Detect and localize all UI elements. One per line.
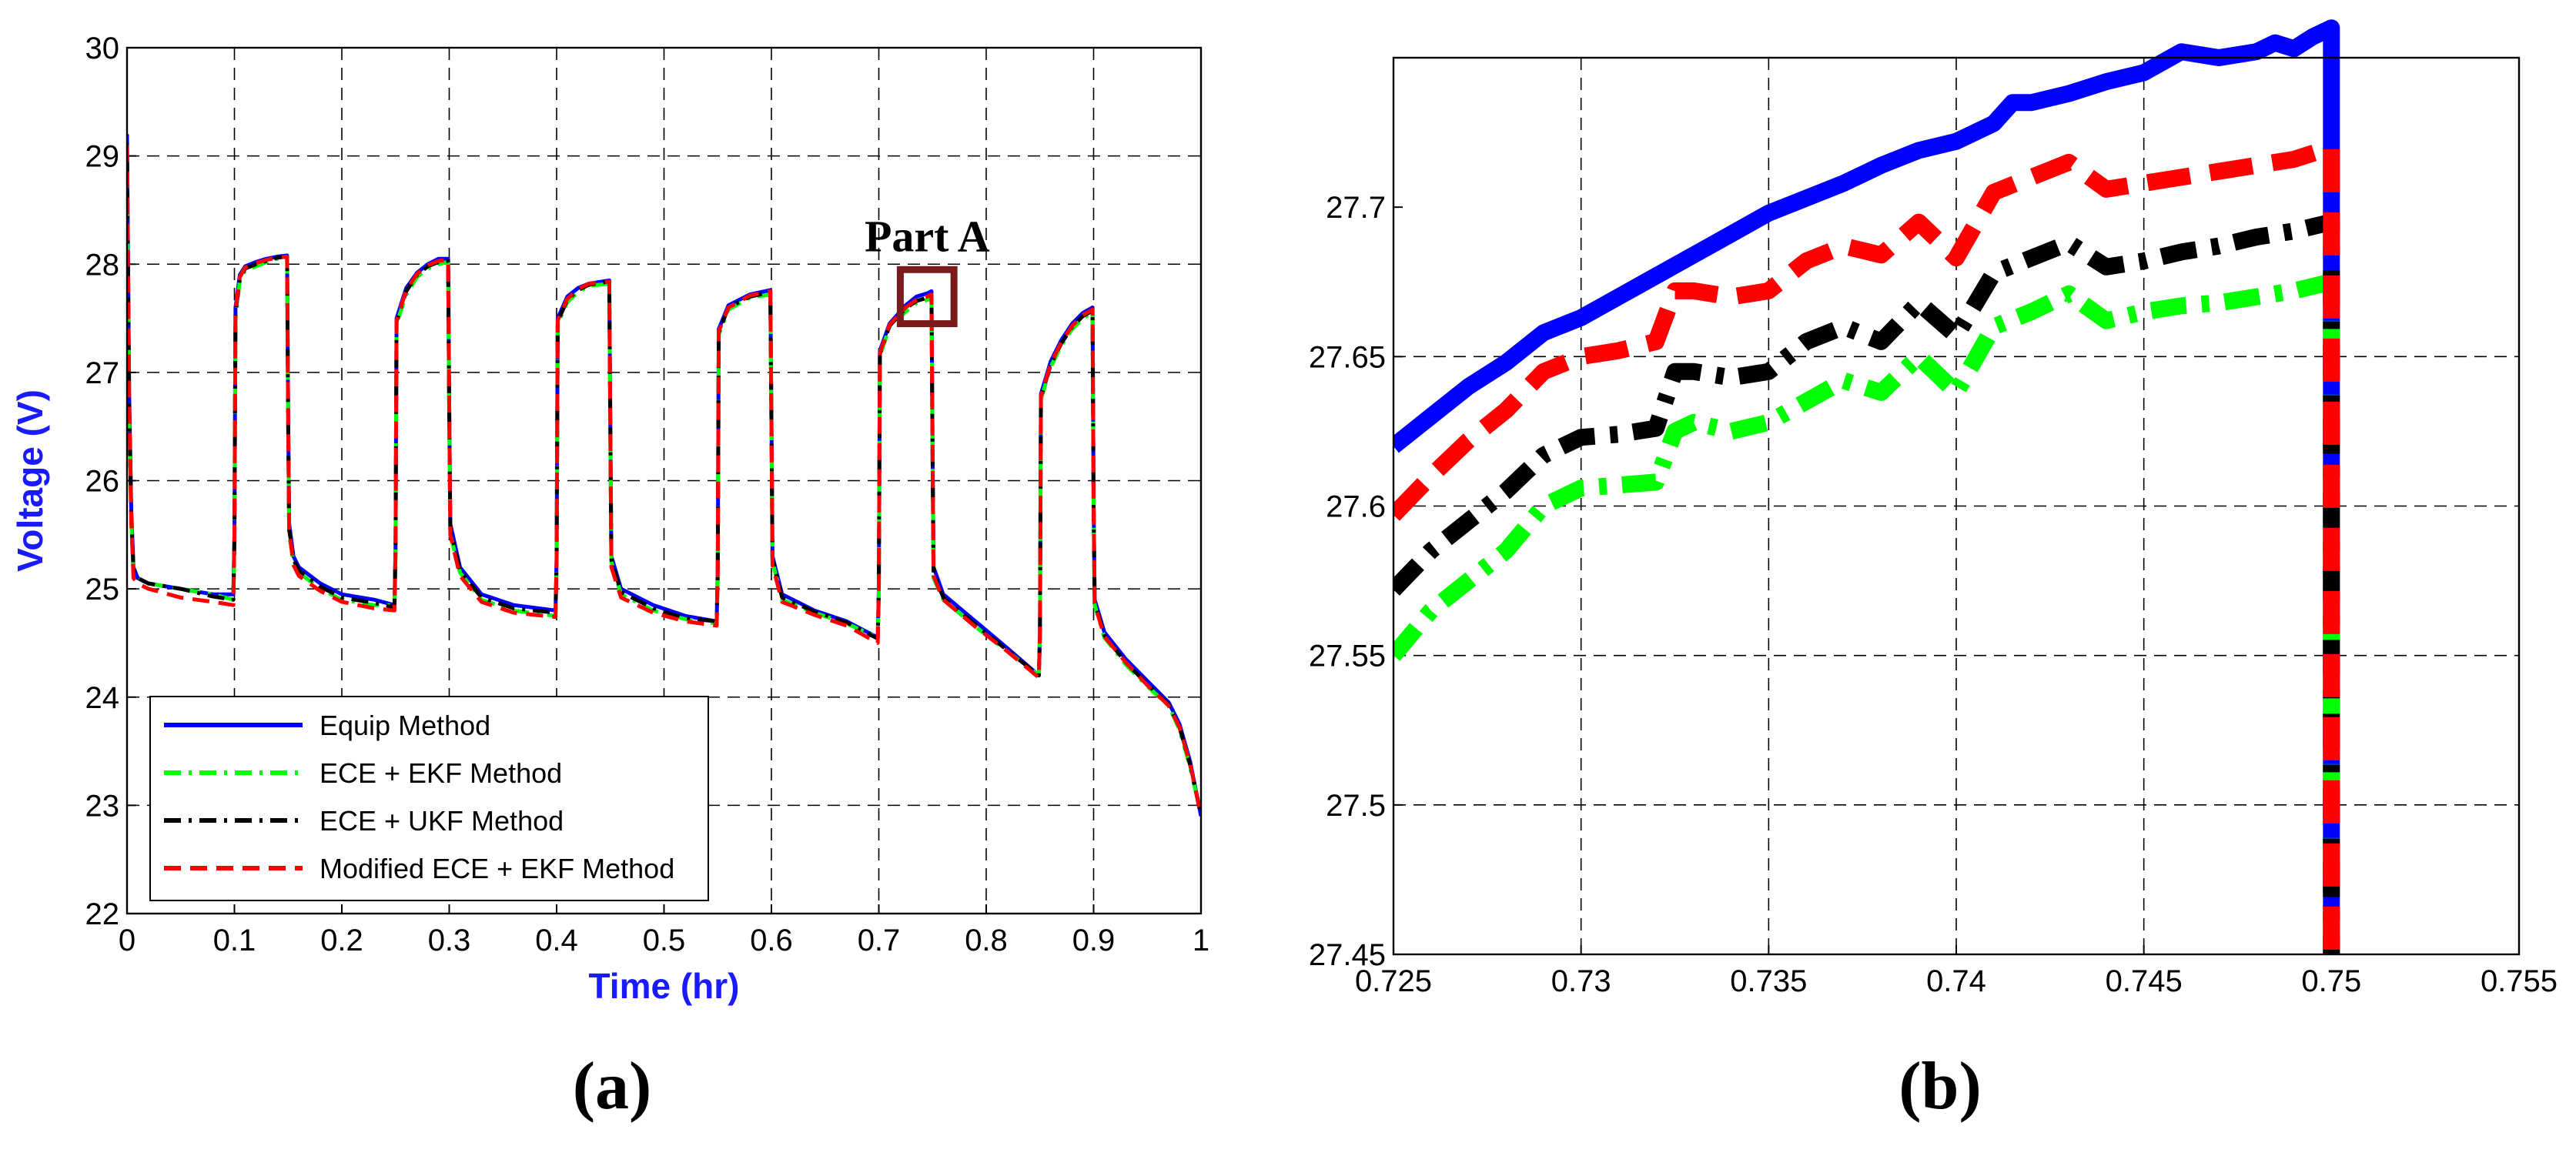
x-tick-label: 0.74 [1926,964,1986,998]
y-tick-label: 26 [85,465,120,499]
y-tick-label: 30 [85,32,120,65]
y-tick-label: 27.7 [1326,191,1386,225]
plot-frame [125,46,1203,915]
plot-frame [1392,56,2521,956]
y-tick-label: 27.6 [1326,490,1386,524]
x-axis-label: Time (hr) [589,966,740,1006]
y-axis-label: Voltage (V) [10,389,50,572]
part-a-label: Part A [865,211,990,261]
series-line-equip [1393,19,2340,954]
x-tick-label: 0.755 [2481,964,2558,998]
part-a-box [896,266,958,328]
y-tick-label: 22 [85,897,120,931]
y-tick-label: 27.45 [1309,938,1386,972]
x-tick-label: 0.5 [643,924,686,957]
x-tick-label: 0.725 [1355,964,1432,998]
x-tick-label: 0.75 [2301,964,2361,998]
y-tick-label: 27 [85,356,120,390]
caption-a: (a) [573,1049,652,1124]
y-tick-label: 27.65 [1309,340,1386,374]
chart-panel-b: 0.725 0.73 0.735 0.74 0.745 0.75 0.755 27.45 27.… [1309,19,2558,998]
legend-entry-ukf: ECE + UKF Method [319,805,564,837]
series-line-ukf [127,155,1201,816]
x-tick-label: 0.7 [858,924,901,957]
y-tick-label: 27.55 [1309,640,1386,673]
legend-entry-modified: Modified ECE + EKF Method [319,853,674,884]
series-line-modified [1393,139,2340,954]
y-tick-label: 23 [85,789,120,823]
series-line-ukf [1393,213,2340,954]
x-tick-label: 0.735 [1730,964,1807,998]
x-tick-label: 0.4 [535,924,578,957]
x-tick-label: 0.73 [1551,964,1611,998]
x-tick-label: 0 [119,924,135,957]
y-tick-label: 29 [85,140,120,174]
legend-entry-equip: Equip Method [319,710,490,741]
y-tick-label: 28 [85,248,120,282]
chart-panel-a: 0 0.1 0.2 0.3 0.4 0.5 0.6 0.7 0.8 0.9 1 22 23 24 25 26 2… [10,32,1209,1006]
x-tick-label: 0.6 [750,924,793,957]
y-tick-label: 25 [85,573,120,606]
series-line-ekf [1393,273,2340,954]
x-tick-label: 0.2 [320,924,363,957]
x-tick-label: 0.745 [2106,964,2183,998]
caption-b: (b) [1899,1049,1982,1124]
x-tick-label: 0.8 [965,924,1008,957]
legend-entry-ekf: ECE + EKF Method [319,757,562,789]
x-tick-label: 1 [1193,924,1209,957]
x-tick-label: 0.1 [213,924,256,957]
x-tick-label: 0.3 [428,924,471,957]
x-tick-label: 0.9 [1072,924,1116,957]
y-tick-label: 24 [85,681,120,715]
legend: Equip Method ECE + EKF Method ECE + UKF Me… [149,696,709,901]
y-tick-label: 27.5 [1326,789,1386,823]
series-line-modified [127,145,1201,817]
